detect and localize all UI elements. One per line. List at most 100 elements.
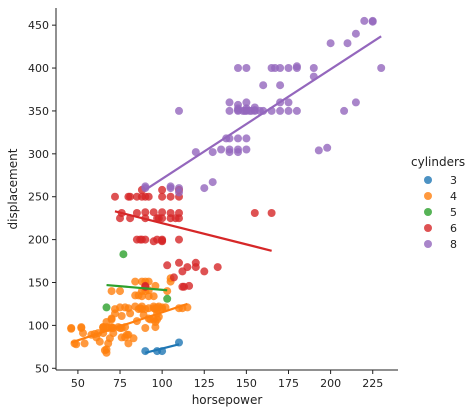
data-point bbox=[163, 287, 172, 296]
data-point bbox=[163, 261, 172, 270]
data-point bbox=[151, 281, 160, 290]
data-point bbox=[284, 98, 293, 107]
series-6 bbox=[111, 185, 276, 291]
data-point bbox=[242, 145, 251, 154]
data-point bbox=[225, 98, 234, 107]
data-point bbox=[242, 134, 251, 143]
x-tick-label: 125 bbox=[194, 377, 215, 390]
y-tick-label: 350 bbox=[28, 105, 49, 118]
legend-marker-3 bbox=[424, 176, 432, 184]
data-point bbox=[119, 250, 128, 259]
x-tick-label: 225 bbox=[362, 377, 383, 390]
data-point bbox=[208, 148, 217, 157]
data-point bbox=[175, 235, 183, 244]
x-tick-label: 75 bbox=[113, 377, 127, 390]
legend-marker-8 bbox=[424, 240, 432, 248]
data-point bbox=[242, 98, 251, 107]
data-point bbox=[117, 312, 126, 320]
data-point bbox=[234, 145, 242, 154]
data-point bbox=[141, 235, 150, 244]
data-point bbox=[185, 281, 194, 290]
data-point bbox=[323, 143, 332, 152]
data-point bbox=[169, 273, 178, 282]
data-point bbox=[200, 267, 209, 276]
data-point bbox=[102, 345, 111, 354]
data-point bbox=[141, 324, 150, 332]
data-point bbox=[141, 208, 150, 217]
legend-marker-6 bbox=[424, 224, 432, 232]
regression-line-3 bbox=[145, 343, 180, 354]
data-point bbox=[292, 106, 301, 115]
data-point bbox=[360, 16, 369, 25]
legend-label-3: 3 bbox=[450, 174, 457, 187]
legend-marker-4 bbox=[424, 192, 432, 200]
data-point bbox=[111, 309, 119, 318]
legend-label-5: 5 bbox=[450, 206, 457, 219]
y-tick-label: 200 bbox=[28, 234, 49, 247]
y-tick-label: 300 bbox=[28, 148, 49, 161]
regression-line-5 bbox=[106, 283, 168, 292]
data-point bbox=[158, 236, 167, 245]
data-point bbox=[144, 192, 153, 201]
data-point bbox=[124, 339, 133, 348]
plot-area bbox=[67, 16, 386, 357]
data-point bbox=[80, 339, 89, 348]
data-point bbox=[208, 178, 217, 187]
data-point bbox=[166, 192, 175, 201]
legend-label-6: 6 bbox=[450, 222, 457, 235]
data-point bbox=[191, 263, 200, 272]
x-tick-label: 175 bbox=[278, 377, 299, 390]
data-point bbox=[166, 182, 175, 191]
x-tick-label: 150 bbox=[236, 377, 257, 390]
y-axis-label: displacement bbox=[6, 148, 20, 229]
data-point bbox=[284, 106, 293, 115]
legend: cylinders 3 4 5 6 8 bbox=[411, 155, 465, 251]
data-point bbox=[351, 98, 360, 107]
regression-line-6 bbox=[114, 210, 272, 252]
data-point bbox=[225, 106, 234, 115]
data-point bbox=[343, 39, 352, 48]
data-point bbox=[234, 100, 242, 109]
y-tick-label: 100 bbox=[28, 319, 49, 332]
data-point bbox=[163, 294, 172, 303]
data-point bbox=[126, 309, 135, 318]
data-point bbox=[309, 64, 318, 72]
data-point bbox=[102, 303, 111, 312]
legend-title: cylinders bbox=[411, 155, 465, 169]
data-point bbox=[276, 81, 285, 90]
y-tick-label: 400 bbox=[28, 62, 49, 75]
x-tick-label: 50 bbox=[71, 377, 85, 390]
data-point bbox=[276, 106, 285, 115]
data-point bbox=[126, 192, 135, 201]
series-5 bbox=[102, 250, 172, 312]
data-point bbox=[250, 209, 259, 217]
y-tick-label: 50 bbox=[35, 362, 49, 375]
data-point bbox=[242, 64, 251, 72]
data-point bbox=[129, 334, 138, 343]
data-point bbox=[107, 287, 116, 296]
regression-line-8 bbox=[144, 35, 382, 191]
x-tick-label: 100 bbox=[152, 377, 173, 390]
data-point bbox=[166, 209, 175, 217]
y-axis-ticks: 50 100 150 200 250 300 350 400 450 bbox=[28, 19, 56, 375]
data-point bbox=[326, 39, 335, 48]
regression-line-4 bbox=[70, 302, 188, 344]
data-point bbox=[225, 145, 234, 154]
legend-marker-5 bbox=[424, 208, 432, 216]
data-point bbox=[267, 209, 276, 217]
data-point bbox=[284, 64, 293, 72]
data-point bbox=[276, 64, 285, 72]
data-point bbox=[158, 185, 167, 194]
data-point bbox=[111, 192, 119, 201]
data-point bbox=[158, 214, 167, 223]
data-point bbox=[234, 134, 242, 143]
data-point bbox=[175, 106, 183, 115]
data-point bbox=[314, 146, 323, 155]
data-point bbox=[234, 64, 242, 72]
data-point bbox=[183, 263, 192, 272]
data-point bbox=[67, 324, 76, 333]
data-point bbox=[149, 208, 158, 217]
data-point bbox=[368, 17, 377, 26]
series-8 bbox=[141, 16, 386, 197]
data-point bbox=[131, 277, 140, 286]
